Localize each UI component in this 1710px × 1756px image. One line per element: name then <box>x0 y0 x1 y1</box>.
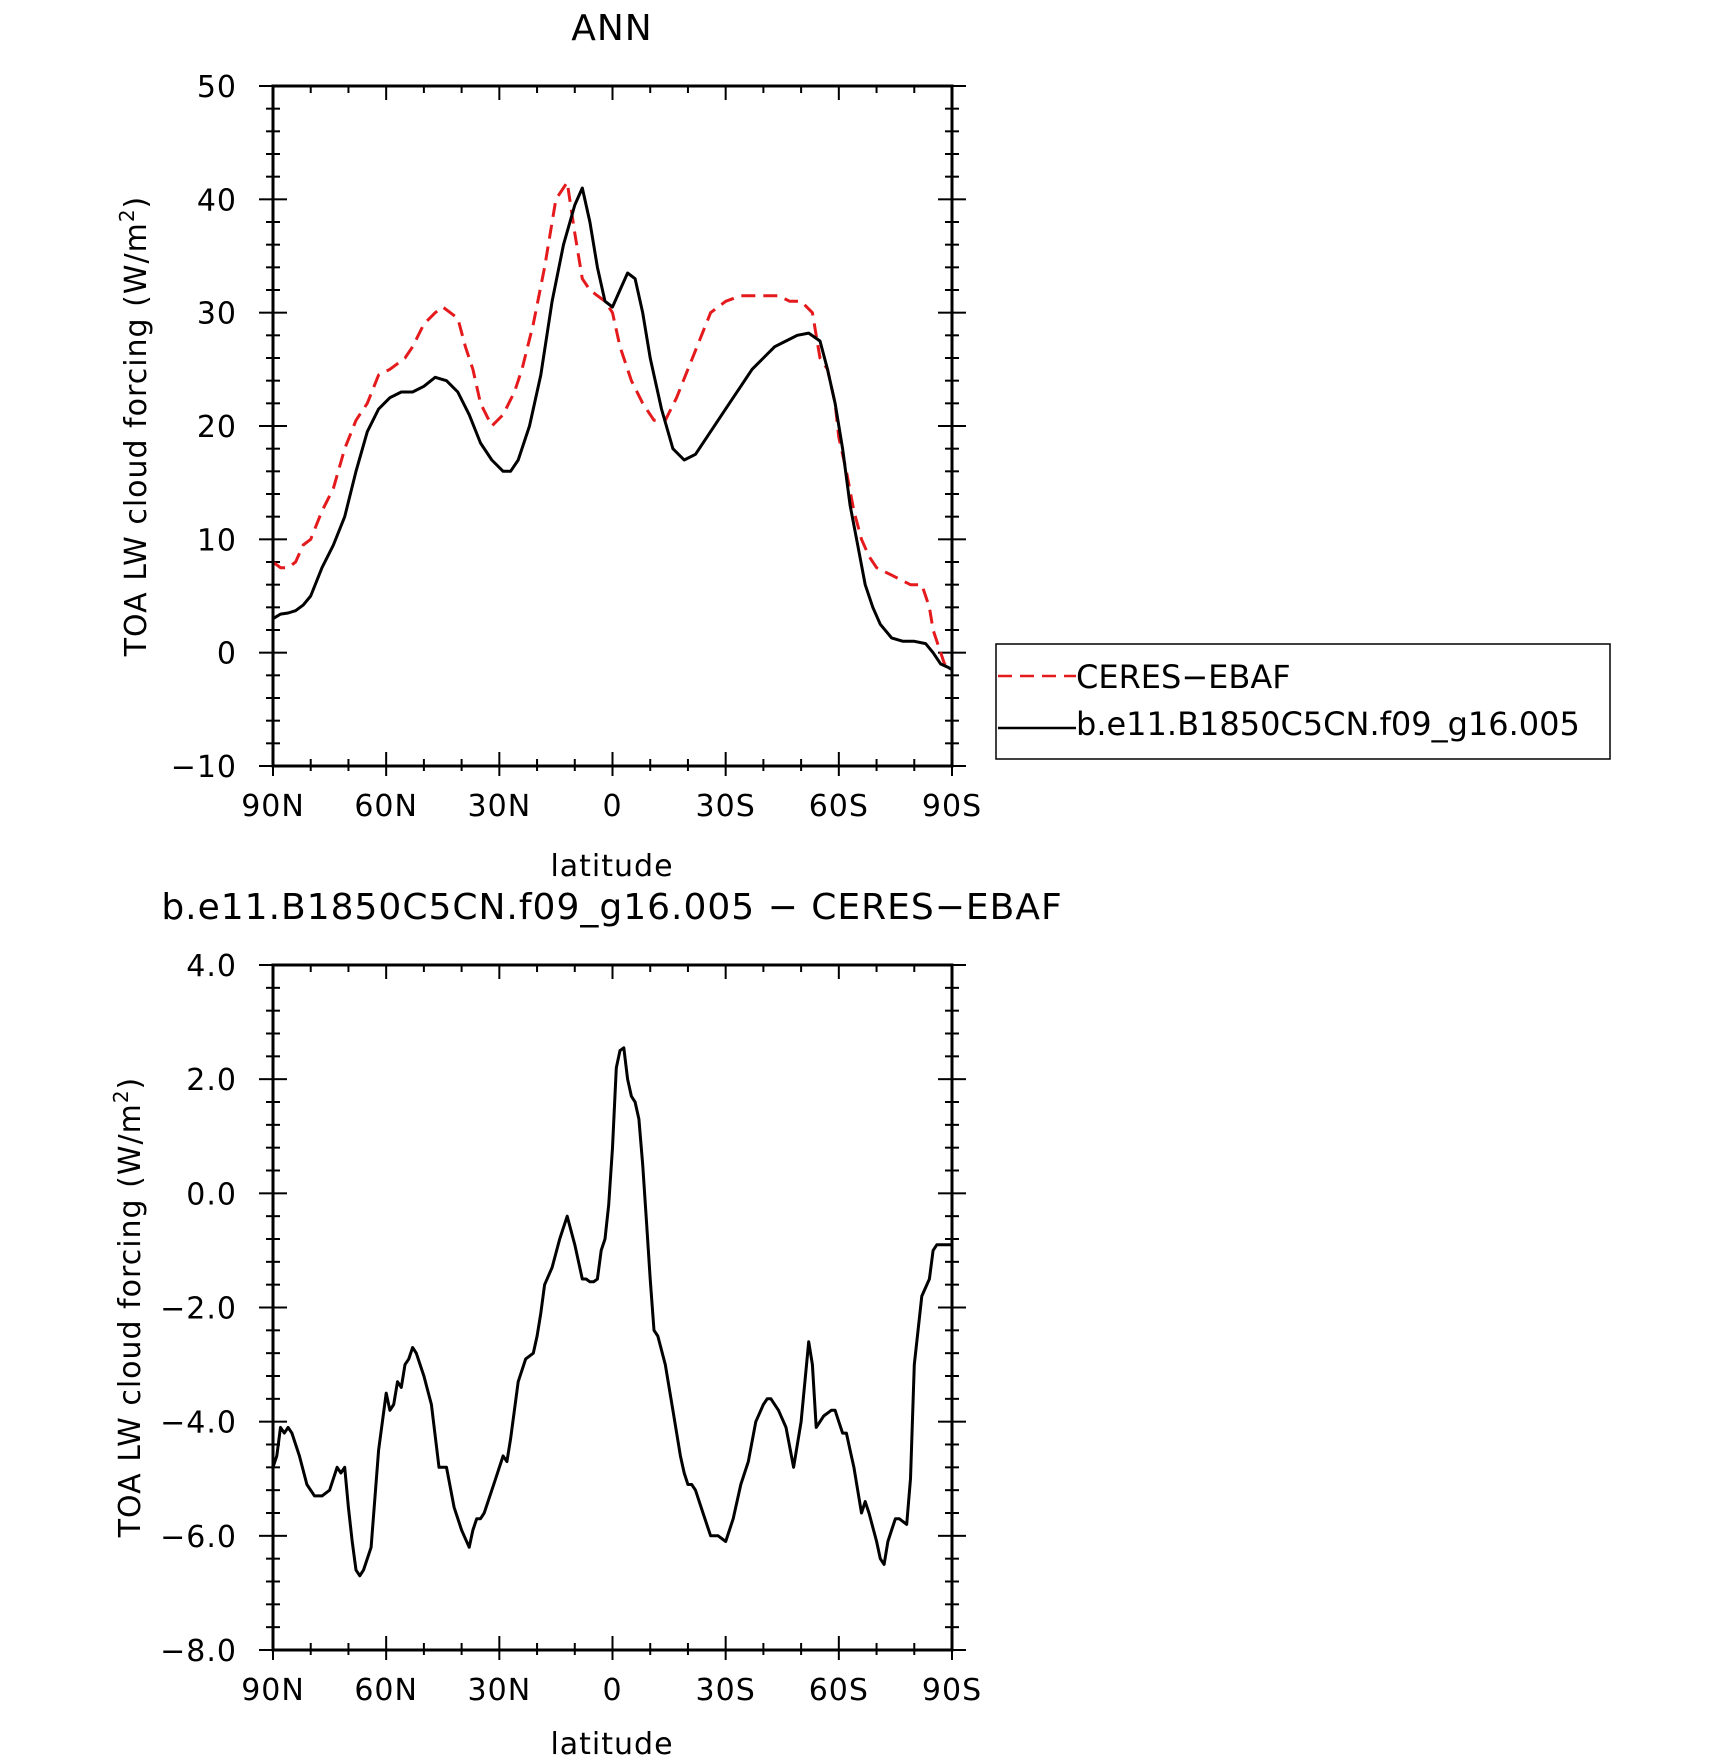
legend-label-model: b.e11.B1850C5CN.f09_g16.005 <box>1076 705 1580 743</box>
top-x-axis-label: latitude <box>550 849 673 884</box>
top-panel: ANN 90N 60N 30N 0 30S 60S 90S −10 0 10 20 30 40 50 la… <box>115 8 982 884</box>
top-y-tick-label: 50 <box>197 70 237 105</box>
top-y-tick-label: 30 <box>197 297 237 332</box>
top-tick-labels: 90N 60N 30N 0 30S 60S 90S −10 0 10 20 30 40 50 <box>171 70 982 824</box>
top-y-tick-label: −10 <box>171 750 237 785</box>
top-y-tick-label: 0 <box>217 637 237 672</box>
bottom-plot-frame <box>271 963 954 1652</box>
top-x-tick-label: 90S <box>922 789 982 824</box>
top-y-tick-label: 40 <box>197 183 237 218</box>
bottom-x-axis-label: latitude <box>550 1727 673 1756</box>
bottom-x-tick-label: 60N <box>354 1673 418 1708</box>
bottom-axis-ticks <box>259 964 966 1660</box>
bottom-tick-labels: 90N 60N 30N 0 30S 60S 90S −8.0 −6.0 −4.0 −2.0 0.0 2.… <box>160 949 982 1708</box>
bottom-x-tick-label: 90S <box>922 1673 982 1708</box>
top-y-tick-label: 10 <box>197 523 237 558</box>
bottom-y-tick-label: 0.0 <box>186 1177 237 1212</box>
bottom-y-tick-label: −4.0 <box>160 1406 237 1441</box>
bottom-panel: b.e11.B1850C5CN.f09_g16.005 − CERES−EBAF… <box>109 887 1062 1756</box>
top-x-tick-label: 60N <box>354 789 418 824</box>
top-x-tick-label: 30N <box>468 789 532 824</box>
top-axis-ticks <box>259 85 966 776</box>
bottom-y-tick-label: −6.0 <box>160 1520 237 1555</box>
top-series-lines <box>272 180 954 671</box>
bottom-series-lines <box>271 1046 952 1578</box>
difference-series-line <box>271 1046 952 1578</box>
top-y-axis-label: TOA LW cloud forcing (W/m2) <box>115 196 154 658</box>
top-x-tick-label: 0 <box>602 789 622 824</box>
bottom-x-tick-label: 30S <box>696 1673 756 1708</box>
top-x-tick-label: 60S <box>809 789 869 824</box>
legend-box <box>995 643 1611 760</box>
bottom-chart-title: b.e11.B1850C5CN.f09_g16.005 − CERES−EBAF <box>161 887 1062 928</box>
top-chart-title: ANN <box>571 8 653 49</box>
bottom-x-tick-label: 90N <box>241 1673 305 1708</box>
bottom-x-tick-label: 30N <box>468 1673 532 1708</box>
bottom-y-tick-label: 4.0 <box>186 949 237 984</box>
bottom-y-axis-label: TOA LW cloud forcing (W/m2) <box>109 1077 148 1539</box>
top-x-tick-label: 90N <box>241 789 305 824</box>
top-plot-frame <box>271 84 954 768</box>
legend-label-ceres: CERES−EBAF <box>1076 658 1291 696</box>
series-line-model <box>272 186 953 671</box>
bottom-x-tick-label: 0 <box>602 1673 622 1708</box>
top-x-tick-label: 30S <box>696 789 756 824</box>
legend: CERES−EBAF b.e11.B1850C5CN.f09_g16.005 <box>995 643 1611 760</box>
top-y-tick-label: 20 <box>197 410 237 445</box>
bottom-y-tick-label: −8.0 <box>160 1634 237 1669</box>
bottom-x-tick-label: 60S <box>809 1673 869 1708</box>
bottom-y-tick-label: 2.0 <box>186 1063 237 1098</box>
series-line-ceres <box>272 180 954 671</box>
bottom-y-tick-label: −2.0 <box>160 1292 237 1327</box>
